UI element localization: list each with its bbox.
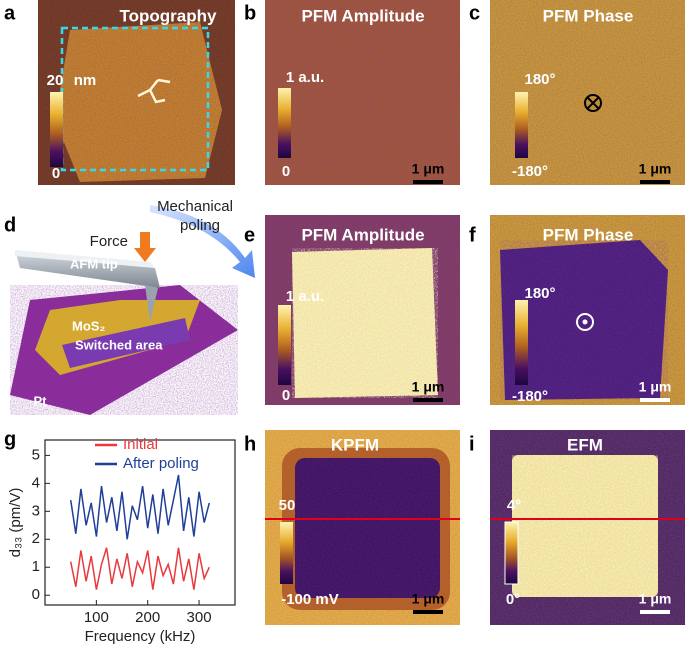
scale-bar-label: 1 μm bbox=[639, 379, 672, 395]
colorbar-max: 4° bbox=[507, 497, 521, 514]
panel-letter: h bbox=[244, 433, 256, 455]
panel-i-image bbox=[490, 430, 685, 625]
panel-letter: b bbox=[244, 2, 256, 24]
flake-label: MoS₂ bbox=[72, 318, 105, 333]
panel-f-image bbox=[490, 215, 685, 405]
panel-d-illustration bbox=[10, 205, 255, 415]
substrate-label: Pt bbox=[34, 393, 48, 408]
force-label: Force bbox=[90, 233, 128, 250]
y-tick-label: 5 bbox=[32, 446, 40, 463]
panel-title: Topography bbox=[120, 6, 217, 25]
panel-letter: a bbox=[4, 2, 16, 24]
tip-label: AFM tip bbox=[70, 256, 118, 271]
scale-bar-label: 1 μm bbox=[412, 379, 445, 395]
scale-bar-label: 1 μm bbox=[412, 161, 445, 177]
panel-h-image bbox=[265, 430, 460, 625]
y-tick-label: 3 bbox=[32, 502, 40, 519]
legend-label: Initial bbox=[123, 436, 158, 453]
plot-frame bbox=[44, 439, 236, 606]
panel-title: PFM Phase bbox=[543, 225, 634, 244]
panel-letter: e bbox=[244, 224, 255, 246]
panel-letter: c bbox=[469, 2, 480, 24]
colorbar-min: 0 bbox=[52, 165, 60, 182]
panel-letter: g bbox=[4, 428, 16, 450]
panel-title: EFM bbox=[567, 435, 603, 454]
y-tick-label: 2 bbox=[32, 530, 40, 547]
data-line bbox=[69, 547, 210, 590]
y-axis-label: d₃₃ (pm/V) bbox=[7, 488, 24, 558]
panel-title: PFM Amplitude bbox=[301, 225, 424, 244]
y-tick-label: 0 bbox=[32, 586, 40, 603]
panel-title: PFM Amplitude bbox=[301, 6, 424, 25]
arrow-label: Mechanical bbox=[157, 198, 233, 215]
colorbar-min: 0° bbox=[506, 591, 520, 608]
y-tick-label: 4 bbox=[32, 474, 40, 491]
colorbar-max: 180° bbox=[524, 285, 555, 302]
colorbar-unit: nm bbox=[74, 72, 97, 89]
panel-title: KPFM bbox=[331, 435, 379, 454]
switched-label: Switched area bbox=[75, 337, 163, 352]
colorbar-min: -180° bbox=[512, 163, 548, 180]
colorbar-max: 1 a.u. bbox=[286, 69, 324, 86]
colorbar-min: -180° bbox=[512, 388, 548, 405]
panel-letter: d bbox=[4, 214, 16, 236]
panel-a-image bbox=[38, 0, 235, 185]
colorbar-max: 180° bbox=[524, 71, 555, 88]
arrow-label: poling bbox=[180, 217, 220, 234]
scale-bar-label: 1 μm bbox=[412, 591, 445, 607]
colorbar-max: 1 a.u. bbox=[286, 288, 324, 305]
scale-bar-label: 1 μm bbox=[639, 161, 672, 177]
colorbar-max: 20 bbox=[47, 72, 64, 89]
x-axis-label: Frequency (kHz) bbox=[85, 628, 196, 645]
scale-bar-label: 1 μm bbox=[639, 591, 672, 607]
panel-e-image bbox=[265, 215, 460, 405]
panel-letter: f bbox=[469, 224, 476, 246]
data-line bbox=[69, 474, 211, 540]
x-tick-label: 200 bbox=[135, 609, 160, 626]
legend-label: After poling bbox=[123, 455, 199, 472]
panel-c-image bbox=[490, 0, 685, 185]
colorbar-min: -100 mV bbox=[281, 591, 339, 608]
panel-letter: i bbox=[469, 433, 475, 455]
x-tick-label: 100 bbox=[84, 609, 109, 626]
x-tick-label: 300 bbox=[187, 609, 212, 626]
colorbar-min: 0 bbox=[282, 163, 290, 180]
panel-title: PFM Phase bbox=[543, 6, 634, 25]
colorbar-max: 50 bbox=[279, 497, 296, 514]
colorbar-min: 0 bbox=[282, 387, 290, 404]
panel-b-image bbox=[265, 0, 460, 185]
y-tick-label: 1 bbox=[32, 558, 40, 575]
